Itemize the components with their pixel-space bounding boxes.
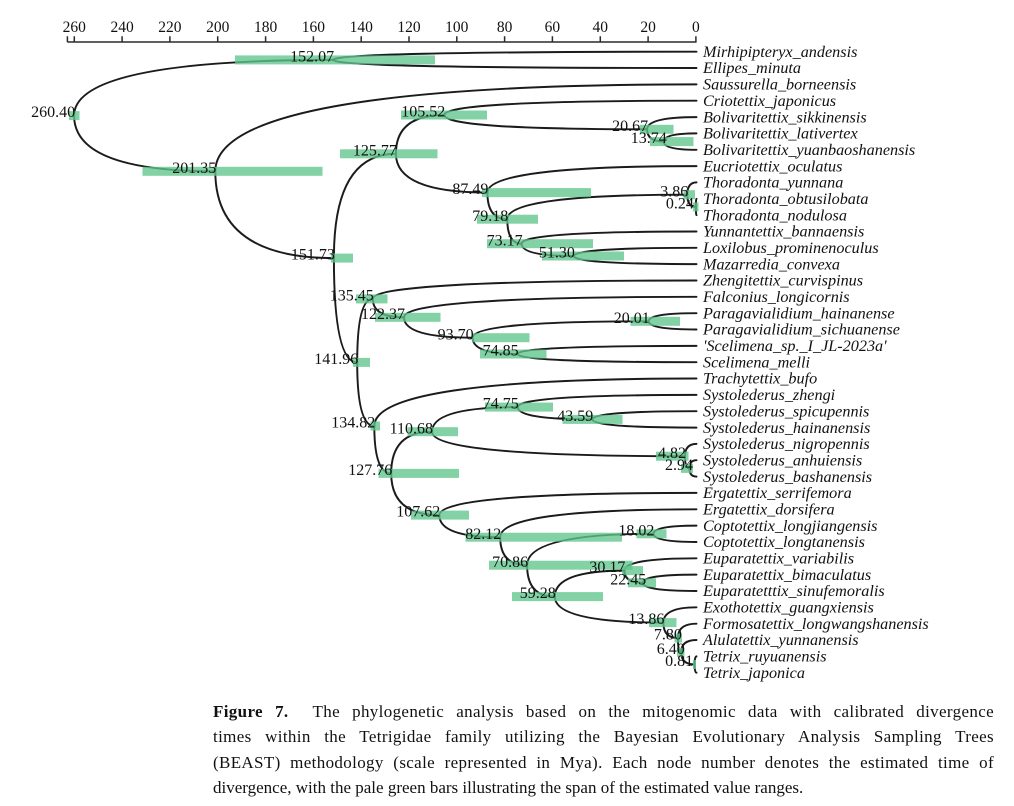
svg-text:160: 160 <box>302 19 326 36</box>
svg-text:0.24: 0.24 <box>666 196 694 213</box>
svg-text:87.49: 87.49 <box>452 181 488 198</box>
svg-text:0.81: 0.81 <box>665 653 693 670</box>
svg-text:Scelimena_melli: Scelimena_melli <box>703 353 810 371</box>
svg-text:Formosatettix_longwangshanensi: Formosatettix_longwangshanensis <box>702 615 929 633</box>
svg-text:Thoradonta_obtusilobata: Thoradonta_obtusilobata <box>703 190 869 208</box>
svg-text:Systolederus_bashanensis: Systolederus_bashanensis <box>703 468 872 486</box>
svg-text:Coptotettix_longjiangensis: Coptotettix_longjiangensis <box>703 517 877 535</box>
svg-text:Systolederus_hainanensis: Systolederus_hainanensis <box>703 419 870 437</box>
svg-text:Systolederus_zhengi: Systolederus_zhengi <box>703 386 835 404</box>
svg-text:120: 120 <box>397 19 421 36</box>
svg-text:Bolivaritettix_lativertex: Bolivaritettix_lativertex <box>703 125 858 143</box>
svg-text:0: 0 <box>692 19 700 36</box>
svg-text:60: 60 <box>545 19 561 36</box>
svg-text:240: 240 <box>110 19 134 36</box>
svg-text:Alulatettix_yunnanensis: Alulatettix_yunnanensis <box>702 631 859 649</box>
svg-text:125.77: 125.77 <box>353 142 397 159</box>
svg-text:4.82: 4.82 <box>658 445 686 462</box>
svg-text:73.17: 73.17 <box>487 232 523 249</box>
svg-text:20.01: 20.01 <box>614 310 650 327</box>
svg-text:74.85: 74.85 <box>483 343 519 360</box>
svg-text:Eucriotettix_oculatus: Eucriotettix_oculatus <box>702 157 842 175</box>
svg-text:Falconius_longicornis: Falconius_longicornis <box>702 288 850 306</box>
svg-text:122.37: 122.37 <box>361 306 405 323</box>
svg-text:18.02: 18.02 <box>618 522 654 539</box>
svg-text:Tetrix_japonica: Tetrix_japonica <box>703 664 805 682</box>
svg-text:Systolederus_spicupennis: Systolederus_spicupennis <box>703 402 869 420</box>
svg-text:Paragavialidium_sichuanense: Paragavialidium_sichuanense <box>702 321 900 339</box>
svg-text:140: 140 <box>350 19 374 36</box>
svg-text:135.45: 135.45 <box>330 288 374 305</box>
svg-text:Euparatetttix_sinufemoralis: Euparatetttix_sinufemoralis <box>702 582 885 600</box>
svg-text:134.82: 134.82 <box>331 415 375 432</box>
svg-text:Coptotettix_longtanensis: Coptotettix_longtanensis <box>703 533 865 551</box>
svg-text:260: 260 <box>63 19 87 36</box>
svg-text:43.59: 43.59 <box>557 408 593 425</box>
svg-text:Paragavialidium_hainanense: Paragavialidium_hainanense <box>702 304 895 322</box>
svg-text:13.74: 13.74 <box>631 130 667 147</box>
svg-text:Saussurella_borneensis: Saussurella_borneensis <box>703 76 856 94</box>
svg-text:Ergatettix_serrifemora: Ergatettix_serrifemora <box>702 484 852 502</box>
svg-text:82.12: 82.12 <box>465 526 501 543</box>
svg-text:Ellipes_minuta: Ellipes_minuta <box>702 59 801 77</box>
svg-text:'Scelimena_sp._I_JL-2023a': 'Scelimena_sp._I_JL-2023a' <box>703 337 887 355</box>
svg-text:Exothotettix_guangxiensis: Exothotettix_guangxiensis <box>702 599 874 617</box>
svg-text:Yunnantettix_bannaensis: Yunnantettix_bannaensis <box>703 223 864 241</box>
svg-text:40: 40 <box>593 19 609 36</box>
svg-text:3.86: 3.86 <box>660 183 688 200</box>
svg-text:30.17: 30.17 <box>589 559 625 576</box>
svg-text:Zhengitettix_curvispinus: Zhengitettix_curvispinus <box>703 272 863 290</box>
svg-text:Trachytettix_bufo: Trachytettix_bufo <box>703 370 817 388</box>
svg-text:Criotettix_japonicus: Criotettix_japonicus <box>703 92 836 110</box>
svg-text:201.35: 201.35 <box>172 160 216 177</box>
svg-text:180: 180 <box>254 19 278 36</box>
svg-text:Thoradonta_yunnana: Thoradonta_yunnana <box>703 174 843 192</box>
svg-text:151.73: 151.73 <box>291 247 335 264</box>
svg-text:70.86: 70.86 <box>492 554 528 571</box>
svg-text:74.75: 74.75 <box>483 396 519 413</box>
svg-text:2.94: 2.94 <box>665 457 693 474</box>
svg-text:110.68: 110.68 <box>390 420 433 437</box>
svg-text:20.67: 20.67 <box>612 118 648 135</box>
svg-text:93.70: 93.70 <box>438 326 474 343</box>
svg-text:127.76: 127.76 <box>348 462 392 479</box>
svg-text:Thoradonta_nodulosa: Thoradonta_nodulosa <box>703 206 847 224</box>
svg-text:Systolederus_nigropennis: Systolederus_nigropennis <box>703 435 870 453</box>
svg-text:107.62: 107.62 <box>396 504 440 521</box>
svg-text:260.40: 260.40 <box>31 104 75 121</box>
svg-text:59.28: 59.28 <box>520 585 556 602</box>
svg-text:105.52: 105.52 <box>401 104 445 121</box>
svg-text:Bolivaritettix_sikkinensis: Bolivaritettix_sikkinensis <box>703 108 867 126</box>
svg-text:80: 80 <box>497 19 513 36</box>
svg-text:100: 100 <box>445 19 469 36</box>
svg-text:141.96: 141.96 <box>314 351 358 368</box>
svg-text:20: 20 <box>640 19 656 36</box>
svg-text:Mazarredia_convexa: Mazarredia_convexa <box>702 255 840 273</box>
svg-text:Systolederus_anhuiensis: Systolederus_anhuiensis <box>703 451 862 469</box>
svg-text:Bolivaritettix_yuanbaoshanensi: Bolivaritettix_yuanbaoshanensis <box>703 141 915 159</box>
svg-text:Mirhipipteryx_andensis: Mirhipipteryx_andensis <box>702 43 857 61</box>
svg-text:Ergatettix_dorsifera: Ergatettix_dorsifera <box>702 501 835 519</box>
svg-text:Euparatettix_bimaculatus: Euparatettix_bimaculatus <box>702 566 871 584</box>
svg-text:6.40: 6.40 <box>657 641 685 658</box>
svg-text:51.30: 51.30 <box>539 245 575 262</box>
svg-text:13.86: 13.86 <box>628 611 664 628</box>
svg-text:200: 200 <box>206 19 230 36</box>
svg-text:79.18: 79.18 <box>472 208 508 225</box>
svg-text:152.07: 152.07 <box>290 49 334 66</box>
svg-text:22.45: 22.45 <box>610 571 646 588</box>
svg-text:Euparatettix_variabilis: Euparatettix_variabilis <box>702 550 854 568</box>
svg-text:220: 220 <box>158 19 182 36</box>
svg-text:Tetrix_ruyuanensis: Tetrix_ruyuanensis <box>703 648 827 666</box>
svg-text:Loxilobus_prominenoculus: Loxilobus_prominenoculus <box>702 239 879 257</box>
svg-text:7.80: 7.80 <box>654 627 682 644</box>
